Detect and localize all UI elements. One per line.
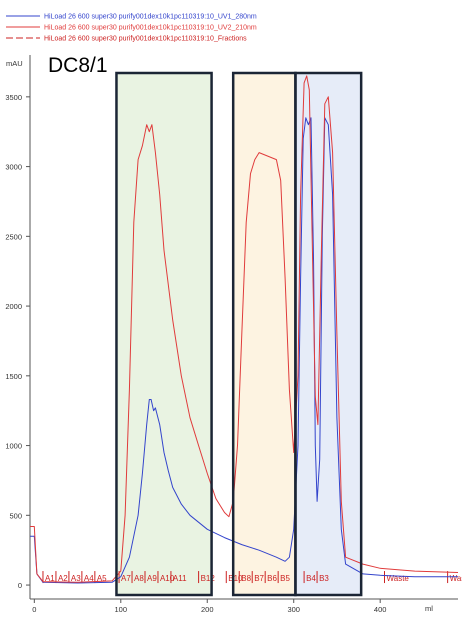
fraction-label: B5: [280, 574, 290, 583]
region-outlines: [115, 71, 363, 597]
y-tick-label: 3000: [5, 163, 22, 172]
y-tick-label: 500: [9, 511, 22, 520]
y-axis-unit: mAU: [6, 59, 23, 68]
y-tick-label: 2000: [5, 302, 22, 311]
y-tick-label: 1500: [5, 372, 22, 381]
fraction-label: B4: [306, 574, 316, 583]
fraction-label: A4: [84, 574, 94, 583]
fraction-label: Waste: [387, 574, 410, 583]
series-line-UV2_210nm: [30, 75, 459, 583]
y-tick-label: 3500: [5, 93, 22, 102]
chart-annotation: DC8/1: [48, 54, 108, 77]
fraction-label: A10: [160, 574, 175, 583]
fraction-label: A9: [147, 574, 157, 583]
y-tick-label: 0: [18, 581, 22, 590]
fraction-label: Was: [450, 574, 462, 583]
fraction-label: B12: [201, 574, 216, 583]
fraction-label: A3: [71, 574, 81, 583]
legend-label-uv1: HiLoad 26 600 super30 purify001dex10k1pc…: [44, 14, 257, 21]
y-tick-label: 2500: [5, 232, 22, 241]
x-tick-label: 300: [287, 605, 300, 614]
x-axis-unit: ml: [425, 604, 433, 613]
y-tick-label: 1000: [5, 442, 22, 451]
fraction-regions: [116, 73, 362, 595]
fraction-label: A2: [58, 574, 68, 583]
fraction-label: A8: [134, 574, 144, 583]
legend-label-fractions: HiLoad 26 600 super30 purify001dex10k1pc…: [44, 36, 247, 43]
fraction-label: B6: [267, 574, 277, 583]
series-line-UV1_280nm: [30, 117, 458, 584]
fraction-label: B10: [228, 574, 243, 583]
region-fill-2: [233, 73, 296, 595]
fraction-label: A5: [97, 574, 107, 583]
x-tick-label: 0: [32, 605, 36, 614]
region-fill-1: [116, 73, 212, 595]
region-box-3: [294, 71, 363, 597]
x-tick-label: 400: [374, 605, 387, 614]
series-lines: [30, 75, 459, 584]
fraction-label: B7: [254, 574, 264, 583]
fraction-label: A1: [45, 574, 55, 583]
region-fill-3: [295, 73, 362, 595]
fraction-label: B8: [241, 574, 251, 583]
legend-label-uv2: HiLoad 26 600 super30 purify001dex10k1pc…: [44, 25, 257, 32]
fraction-label: A7: [121, 574, 131, 583]
fraction-label: A11: [173, 574, 187, 583]
region-box-1: [115, 71, 213, 597]
legend: HiLoad 26 600 super30 purify001dex10k1pc…: [6, 14, 257, 43]
x-tick-label: 200: [201, 605, 214, 614]
fraction-label: B3: [319, 574, 329, 583]
axes: 0 500 1000 1500 2000 2500 3000 3500 0 100 200 300 40…: [5, 55, 458, 614]
x-tick-label: 100: [115, 605, 128, 614]
